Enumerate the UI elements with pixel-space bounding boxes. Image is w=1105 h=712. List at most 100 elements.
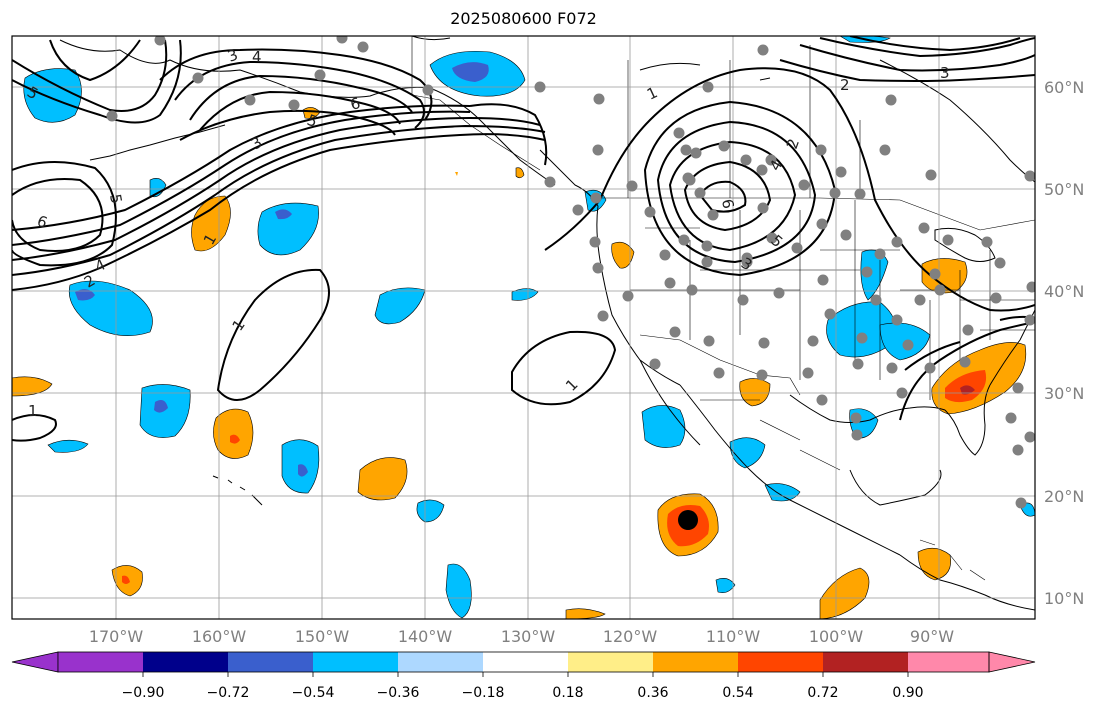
contour-label: 2	[783, 136, 803, 151]
station-dot	[422, 84, 434, 96]
lon-tick-label: 110°W	[706, 627, 761, 646]
central-america-borders	[919, 539, 986, 581]
colorbar-segment	[568, 652, 654, 672]
colorbar-tick-label: 0.90	[892, 685, 923, 701]
station-dot	[990, 292, 1002, 304]
station-dot	[807, 335, 819, 347]
contour-alaska-2	[174, 60, 425, 129]
station-dot	[886, 362, 898, 374]
station-dot	[589, 236, 601, 248]
lon-tick-label: 170°W	[89, 627, 144, 646]
pos-anomaly-hawaii	[213, 408, 254, 459]
station-dot	[798, 179, 810, 191]
colorbar-segment	[58, 652, 144, 672]
gulf-coast	[789, 394, 946, 423]
contour-label: 2	[840, 76, 850, 94]
contour-pacific-arc	[469, 103, 548, 166]
graticule	[12, 36, 1035, 619]
contour-pacific-low-1	[216, 268, 330, 401]
station-dot	[815, 144, 827, 156]
station-dot	[885, 94, 897, 106]
us-mexico-border	[639, 334, 801, 396]
contour-label: 1	[28, 402, 38, 420]
contour-alaska-3	[189, 74, 413, 121]
station-dot	[896, 387, 908, 399]
pos-anomaly-southeast-core2	[960, 385, 975, 395]
station-dot	[592, 262, 604, 274]
canada-provinces	[627, 45, 861, 198]
station-dot	[902, 339, 914, 351]
contour-label: 6	[35, 212, 50, 232]
colorbar-tick-label: −0.90	[122, 685, 165, 701]
colorbar-segment	[738, 652, 824, 672]
lat-tick-label: 60°N	[1044, 78, 1084, 97]
station-dot	[959, 356, 971, 368]
neg-anomaly-alaska-gulf-core	[452, 62, 489, 82]
colorbar-tick-label: −0.36	[377, 685, 420, 701]
station-dot	[288, 99, 300, 111]
lat-tick-label: 30°N	[1044, 384, 1084, 403]
station-dot	[592, 144, 604, 156]
station-dot	[702, 81, 714, 93]
station-dot	[981, 236, 993, 248]
contour-label: 3	[738, 254, 755, 274]
pos-anomaly-california	[611, 241, 635, 269]
map-frame	[11, 35, 1036, 620]
station-dot	[336, 36, 348, 44]
lon-tick-label: 140°W	[398, 627, 453, 646]
colorbar-tick-label: −0.18	[462, 685, 505, 701]
station-dot	[1005, 412, 1017, 424]
aleutian-chain	[89, 124, 226, 161]
contour-labels: 1 1 1 1 1 2 2 2 3 3 3 3 4 4 4 5 5 5 5 6 …	[24, 46, 950, 420]
contour-1-north	[544, 67, 1035, 312]
contour-band-5	[12, 104, 471, 231]
west-coast-us	[596, 205, 681, 386]
colorbar: −0.90 −0.72 −0.54 −0.36 −0.18 0.18 0.36 …	[11, 651, 1036, 701]
neg-anomaly-aleutians-core	[75, 289, 95, 301]
lat-axis: 60°N 50°N 40°N 30°N 20°N 10°N	[1044, 78, 1084, 608]
station-dot	[572, 204, 584, 216]
station-dot	[816, 394, 828, 406]
baja-peninsula	[639, 359, 701, 446]
stations	[106, 36, 1035, 509]
colorbar-segment	[313, 652, 399, 672]
hudson-area	[879, 59, 1035, 183]
yucatan	[849, 469, 942, 506]
colorbar-segment	[483, 652, 569, 672]
station-dot	[852, 358, 864, 370]
station-dot	[1012, 444, 1024, 456]
station-dot	[644, 206, 656, 218]
lat-tick-label: 10°N	[1044, 589, 1084, 608]
lon-tick-label: 120°W	[603, 627, 658, 646]
station-dot	[925, 169, 937, 181]
station-dot	[891, 314, 903, 326]
contour-band-4	[12, 110, 471, 246]
station-dot	[673, 127, 685, 139]
contour-alaska-4	[199, 90, 401, 131]
station-dot	[914, 294, 926, 306]
lon-tick-label: 90°W	[910, 627, 954, 646]
station-dot	[756, 164, 768, 176]
station-dot	[713, 367, 725, 379]
colorbar-outline	[57, 651, 990, 673]
great-lakes	[934, 227, 996, 262]
neg-anomaly-nw-pacific	[23, 68, 82, 123]
florida	[944, 384, 991, 456]
hawaii-islands	[212, 475, 263, 506]
station-dot	[106, 110, 118, 122]
contour-label: 6	[718, 198, 737, 211]
neg-anomaly-south-pacific	[445, 563, 472, 619]
station-dot	[1026, 281, 1035, 293]
neg-anomaly-small-4	[416, 499, 445, 523]
station-dot	[686, 284, 698, 296]
contour-5-north	[849, 36, 1021, 52]
pos-anomaly-nw-pacific	[191, 195, 231, 252]
station-dot	[840, 229, 852, 241]
station-dot	[741, 252, 753, 264]
station-dot	[622, 290, 634, 302]
station-dot	[701, 256, 713, 268]
colorbar-segment	[908, 652, 989, 672]
station-dot	[817, 274, 829, 286]
station-dot	[154, 36, 166, 46]
station-dot	[756, 369, 768, 381]
